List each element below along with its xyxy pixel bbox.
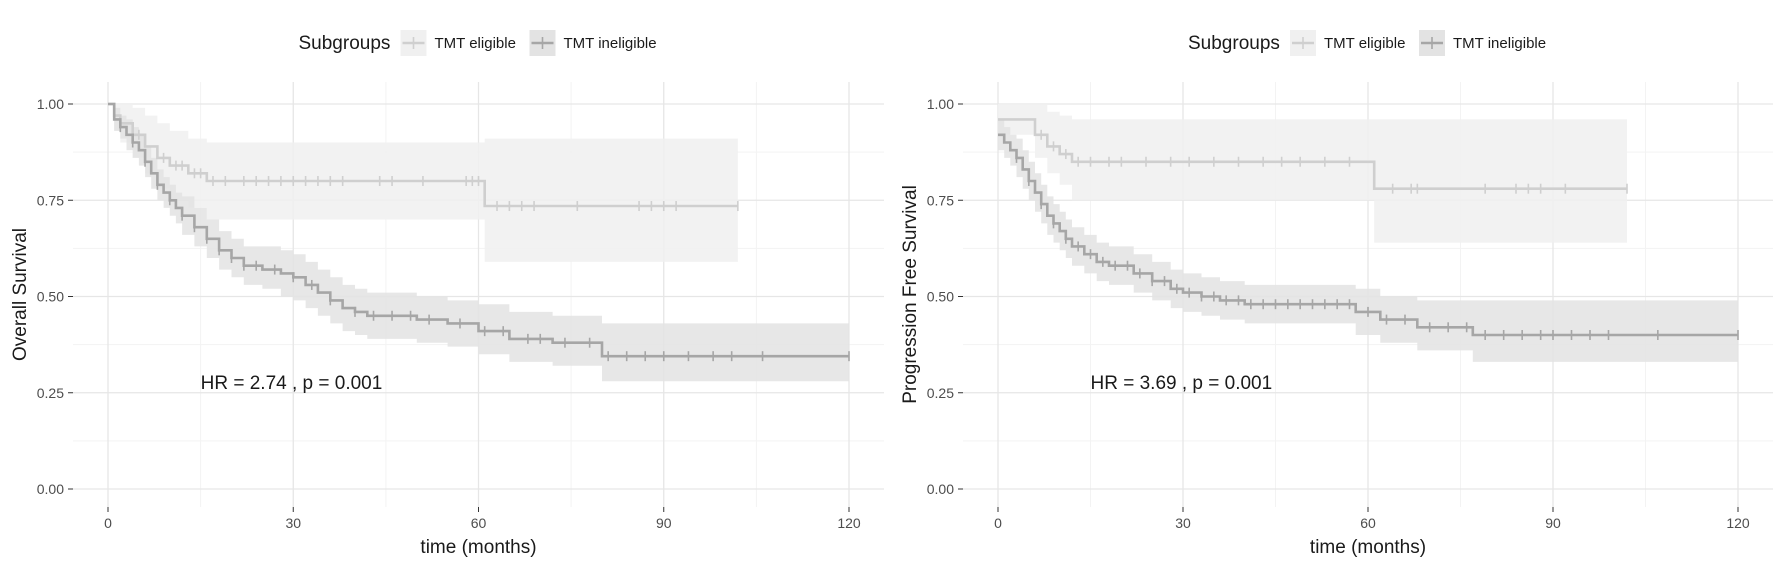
x-tick-label: 30 (285, 515, 301, 531)
x-tick-label: 60 (1360, 515, 1376, 531)
y-tick-label: 0.50 (37, 289, 64, 305)
legend-label-eligible: TMT eligible (1324, 35, 1405, 52)
y-tick-label: 0.50 (927, 289, 954, 305)
legend: Subgroups TMT eligible TMT ineligible (299, 30, 657, 56)
x-tick-label: 0 (994, 515, 1002, 531)
censor-marks-eligible (1040, 129, 1628, 194)
survival-line-ineligible (108, 102, 849, 358)
chart-panel-1: 0 30 60 90 120 0.00 0.25 0.50 0.75 1.00 time (mont… (10, 30, 884, 558)
confidence-band-eligible (998, 104, 1627, 243)
chart-panel-2: 0 30 60 90 120 0.00 0.25 0.50 0.75 1.00 time (mont… (900, 30, 1773, 558)
x-tick-label: 120 (837, 515, 861, 531)
survival-line-ineligible (998, 133, 1738, 337)
x-axis-title: time (months) (1310, 537, 1426, 558)
censor-marks-eligible (138, 129, 739, 212)
y-tick-label: 0.75 (37, 192, 64, 208)
x-tick-label: 30 (1175, 515, 1191, 531)
y-tick-label: 0.25 (37, 385, 64, 401)
hr-annotation: HR = 2.74 , p = 0.001 (201, 373, 383, 394)
x-tick-label: 0 (104, 515, 112, 531)
legend-label-ineligible: TMT ineligible (564, 35, 657, 52)
y-tick-label: 0.25 (927, 385, 954, 401)
censor-marks-ineligible (119, 122, 850, 362)
x-tick-label: 60 (471, 515, 487, 531)
y-axis-title: Overall Survival (10, 228, 31, 361)
x-tick-label: 120 (1726, 515, 1750, 531)
x-tick-label: 90 (656, 515, 672, 531)
y-tick-label: 1.00 (37, 96, 64, 112)
legend-label-eligible: TMT eligible (435, 35, 516, 52)
y-axis-title: Progression Free Survival (900, 185, 921, 404)
survival-line-eligible (998, 118, 1627, 190)
legend-label-ineligible: TMT ineligible (1453, 35, 1546, 52)
hr-annotation: HR = 3.69 , p = 0.001 (1091, 373, 1273, 394)
survival-line-eligible (108, 102, 738, 208)
y-tick-label: 0.00 (37, 481, 64, 497)
confidence-band-ineligible (998, 119, 1738, 362)
y-tick-label: 0.00 (927, 481, 954, 497)
x-tick-label: 90 (1545, 515, 1561, 531)
legend: Subgroups TMT eligible TMT ineligible (1188, 30, 1546, 56)
censor-marks-ineligible (1015, 152, 1739, 340)
legend-title: Subgroups (299, 33, 391, 54)
y-tick-label: 1.00 (927, 96, 954, 112)
legend-title: Subgroups (1188, 33, 1280, 54)
y-tick-label: 0.75 (927, 192, 954, 208)
x-axis-title: time (months) (420, 537, 536, 558)
